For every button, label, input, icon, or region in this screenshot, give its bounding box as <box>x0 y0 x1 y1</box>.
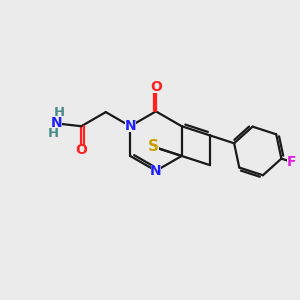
Text: F: F <box>286 155 296 169</box>
FancyBboxPatch shape <box>151 82 161 93</box>
Text: O: O <box>150 80 162 94</box>
Text: N: N <box>51 116 62 130</box>
FancyBboxPatch shape <box>76 145 87 156</box>
FancyBboxPatch shape <box>286 157 296 167</box>
Text: H: H <box>54 106 65 118</box>
Text: N: N <box>124 119 136 133</box>
Text: S: S <box>148 139 159 154</box>
Text: N: N <box>150 164 162 178</box>
Text: H: H <box>48 127 59 140</box>
FancyBboxPatch shape <box>125 121 136 132</box>
Text: O: O <box>75 143 87 157</box>
FancyBboxPatch shape <box>151 166 161 176</box>
FancyBboxPatch shape <box>148 141 159 152</box>
FancyBboxPatch shape <box>51 118 62 129</box>
